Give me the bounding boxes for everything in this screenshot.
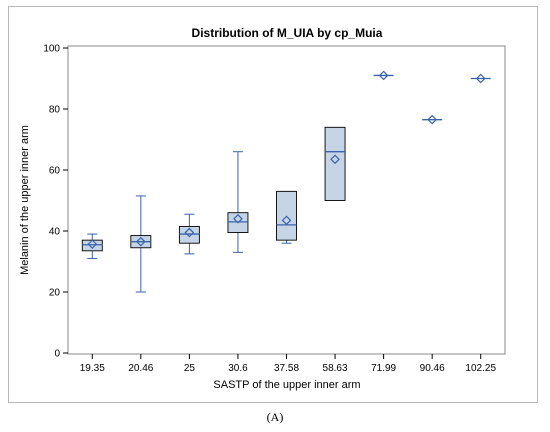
chart-frame — [8, 6, 538, 403]
mean-marker — [475, 73, 486, 84]
x-tick-label: 102.25 — [465, 363, 496, 374]
y-axis: 0 20 40 60 80 100 — [43, 44, 68, 360]
box-102.25 — [470, 73, 491, 84]
x-tick-label: 30.6 — [228, 363, 248, 374]
box-58.63 — [324, 126, 346, 201]
y-tick-label: 40 — [49, 227, 61, 238]
mean-marker — [135, 236, 146, 247]
x-axis: 19.35 20.46 25 30.6 37.58 58.63 71.99 90.46 102.… — [80, 354, 496, 374]
mean-marker — [378, 70, 389, 81]
box-19.35 — [81, 233, 103, 259]
y-tick-label: 100 — [43, 44, 60, 55]
boxes-group — [81, 70, 491, 293]
box-body — [81, 239, 103, 252]
x-axis-label: SASTP of the upper inner arm — [213, 379, 360, 391]
box-body — [178, 225, 200, 244]
mean-marker — [281, 215, 292, 226]
box-90.46 — [422, 114, 443, 125]
box-30.6 — [227, 151, 249, 253]
x-tick-label: 58.63 — [323, 363, 348, 374]
box-37.58 — [276, 190, 297, 244]
mean-marker — [330, 154, 340, 165]
mean-marker — [233, 213, 243, 224]
mean-marker — [184, 227, 195, 238]
y-axis-label: Melanin of the upper inner arm — [19, 125, 31, 275]
x-tick-label: 20.46 — [128, 363, 153, 374]
x-tick-label: 71.99 — [371, 363, 396, 374]
mean-marker — [87, 239, 98, 249]
y-tick-label: 0 — [54, 349, 60, 360]
x-tick-label: 25 — [184, 363, 196, 374]
x-tick-label: 37.58 — [274, 363, 299, 374]
box-71.99 — [373, 70, 394, 81]
box-25 — [178, 213, 200, 255]
y-tick-label: 20 — [49, 288, 61, 299]
box-20.46 — [130, 195, 152, 293]
box-plot-chart: Distribution of M_UIA by cp_Muia 0 20 40 60… — [19, 26, 506, 391]
mean-marker — [427, 114, 438, 125]
panel-label: (A) — [266, 410, 284, 424]
y-tick-label: 60 — [49, 166, 61, 177]
chart-title: Distribution of M_UIA by cp_Muia — [192, 26, 383, 40]
x-tick-label: 19.35 — [80, 363, 105, 374]
y-tick-label: 80 — [49, 105, 61, 116]
x-tick-label: 90.46 — [420, 363, 445, 374]
